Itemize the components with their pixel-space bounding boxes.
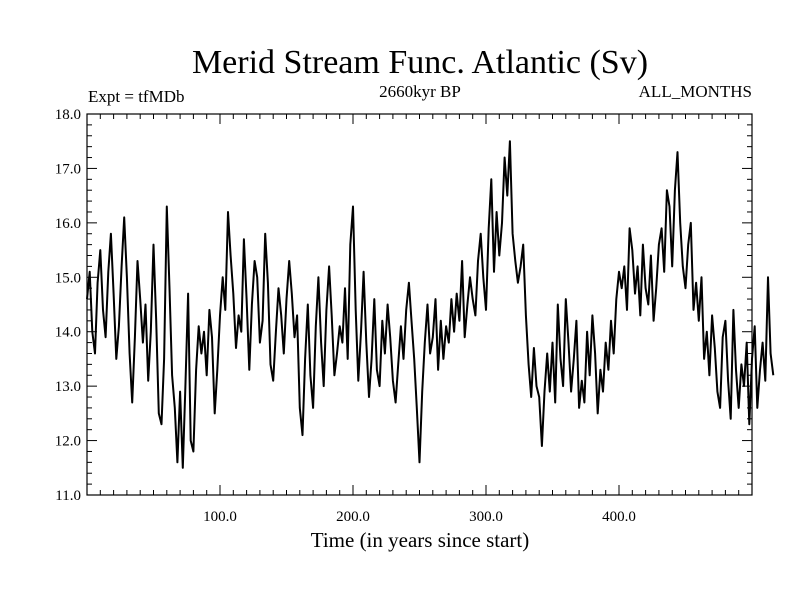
x-tick-label: 300.0 bbox=[469, 509, 503, 525]
experiment-label: Expt = tfMDb bbox=[88, 87, 184, 106]
y-tick-label: 12.0 bbox=[55, 434, 81, 450]
y-tick-label: 16.0 bbox=[55, 216, 81, 232]
y-tick-label: 18.0 bbox=[55, 107, 81, 123]
y-tick-label: 11.0 bbox=[55, 488, 81, 504]
x-tick-label: 400.0 bbox=[602, 509, 636, 525]
y-tick-label: 17.0 bbox=[55, 161, 81, 177]
y-tick-label: 13.0 bbox=[55, 379, 81, 395]
series-line-0 bbox=[86, 140, 775, 469]
x-tick-label: 100.0 bbox=[203, 509, 237, 525]
x-tick-label: 200.0 bbox=[336, 509, 370, 525]
chart-title: Merid Stream Func. Atlantic (Sv) bbox=[192, 44, 648, 81]
y-tick-label: 14.0 bbox=[55, 325, 81, 341]
period-label: 2660kyr BP bbox=[379, 82, 461, 101]
y-tick-label: 15.0 bbox=[55, 270, 81, 286]
months-label: ALL_MONTHS bbox=[639, 82, 752, 101]
plot-area: 100.0 200.0 300.0 400.0 11.0 12.0 13.0 14.0 15.0… bbox=[55, 107, 775, 525]
x-axis-label: Time (in years since start) bbox=[311, 528, 530, 552]
